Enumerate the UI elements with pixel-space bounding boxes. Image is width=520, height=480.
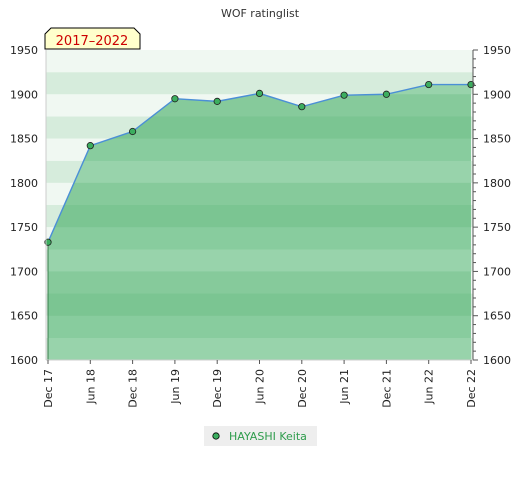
x-tick-label: Dec 20 <box>296 369 309 408</box>
area-band <box>48 315 471 338</box>
data-points <box>44 80 475 246</box>
axes <box>45 49 478 364</box>
y-tick-label-left: 1900 <box>10 88 38 101</box>
x-tick-label: Dec 18 <box>127 369 140 408</box>
data-point <box>171 95 179 103</box>
y-tick-label-right: 1900 <box>483 88 511 101</box>
y-axis-right-labels: 1600 1650 1700 1750 1800 1850 1900 1950 <box>483 44 511 367</box>
y-tick-label-right: 1700 <box>483 265 511 278</box>
data-point <box>382 90 390 98</box>
x-tick-label: Dec 21 <box>380 369 393 408</box>
chart-title: WOF ratinglist <box>221 7 300 20</box>
x-tick-label: Dec 17 <box>42 369 55 408</box>
y-tick-label-left: 1700 <box>10 265 38 278</box>
y-tick-label-right: 1950 <box>483 44 511 57</box>
y-axis-left-labels: 1600 1650 1700 1750 1800 1850 1900 1950 <box>10 44 38 367</box>
area-band <box>48 160 471 183</box>
x-tick-label: Dec 22 <box>465 369 478 408</box>
data-point <box>86 142 94 150</box>
y-tick-label-left: 1600 <box>10 354 38 367</box>
area-band <box>48 293 471 316</box>
area-band <box>48 227 471 250</box>
y-tick-label-right: 1800 <box>483 177 511 190</box>
area-band <box>48 182 471 205</box>
y-tick-label-right: 1850 <box>483 133 511 146</box>
x-tick-label: Jun 22 <box>423 369 436 405</box>
x-axis-labels: Dec 17 Jun 18 Dec 18 Jun 19 Dec 19 Jun 20 Dec … <box>42 369 478 408</box>
y-tick-label-left: 1650 <box>10 310 38 323</box>
area-band <box>48 205 471 228</box>
data-point <box>129 127 137 136</box>
y-tick-label-right: 1750 <box>483 221 511 234</box>
legend: HAYASHI Keita <box>204 426 317 446</box>
area-band <box>48 138 471 161</box>
period-badge-background <box>44 27 141 50</box>
data-point <box>255 89 264 98</box>
x-tick-label: Jun 18 <box>84 369 97 405</box>
period-badge-label: 2017–2022 <box>56 34 129 49</box>
legend-series-label: HAYASHI Keita <box>229 430 307 443</box>
x-tick-label: Jun 20 <box>254 369 267 405</box>
area-band <box>48 271 471 294</box>
y-tick-label-left: 1800 <box>10 177 38 190</box>
y-tick-label-right: 1600 <box>483 354 511 367</box>
legend-box <box>204 426 317 446</box>
data-point <box>340 91 348 99</box>
x-tick-label: Dec 19 <box>211 369 224 408</box>
data-point <box>425 80 433 89</box>
data-point <box>298 103 306 111</box>
data-point <box>213 97 221 105</box>
legend-marker <box>212 432 220 440</box>
period-badge: 2017–2022 <box>44 27 141 50</box>
background-band <box>46 72 473 95</box>
y-tick-label-left: 1750 <box>10 221 38 234</box>
x-tick-label: Jun 19 <box>169 369 182 405</box>
area-band <box>48 249 471 272</box>
background-band <box>46 50 473 73</box>
y-tick-label-right: 1650 <box>483 310 511 323</box>
area-band <box>48 116 471 139</box>
area-band <box>48 337 471 360</box>
y-tick-label-left: 1950 <box>10 44 38 57</box>
x-tick-label: Jun 21 <box>338 369 351 405</box>
y-tick-label-left: 1850 <box>10 133 38 146</box>
